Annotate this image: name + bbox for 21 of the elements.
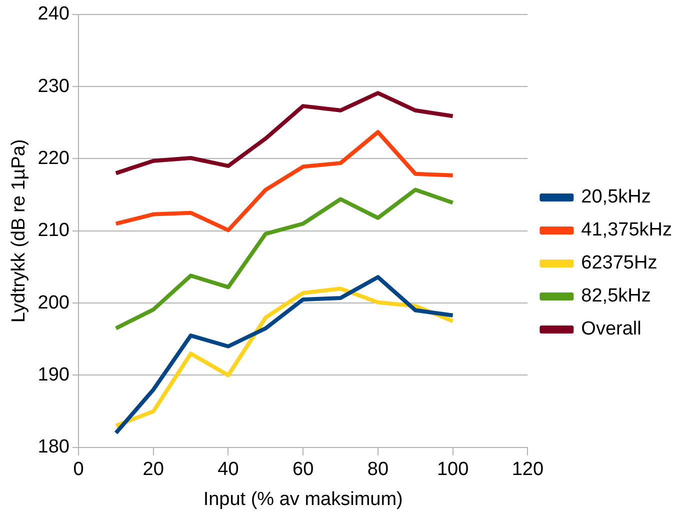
x-tick-label: 120 <box>512 459 544 480</box>
y-tick-label: 240 <box>38 4 70 25</box>
x-tick-label: 60 <box>292 459 314 480</box>
legend-label: 41,375kHz <box>581 220 672 241</box>
legend-label: 62375Hz <box>581 252 658 274</box>
legend-label: Overall <box>581 318 642 340</box>
y-tick-label: 200 <box>38 292 70 314</box>
x-tick-label: 80 <box>367 459 389 480</box>
y-axis-title: Lydtrykk (dB re 1µPa) <box>8 139 30 323</box>
y-tick-label: 210 <box>38 220 70 242</box>
x-tick-label: 0 <box>73 459 84 480</box>
y-tick-label: 230 <box>38 76 70 97</box>
y-tick-label: 220 <box>38 148 70 169</box>
legend-label: 82,5kHz <box>581 286 651 307</box>
x-axis-title: Input (% av maksimum) <box>203 488 403 510</box>
y-tick-label: 190 <box>38 364 70 386</box>
legend-label: 20,5kHz <box>581 186 651 208</box>
x-tick-label: 100 <box>436 459 469 480</box>
x-tick-label: 20 <box>142 459 164 480</box>
x-tick-label: 40 <box>218 459 239 480</box>
y-tick-label: 180 <box>38 436 70 458</box>
